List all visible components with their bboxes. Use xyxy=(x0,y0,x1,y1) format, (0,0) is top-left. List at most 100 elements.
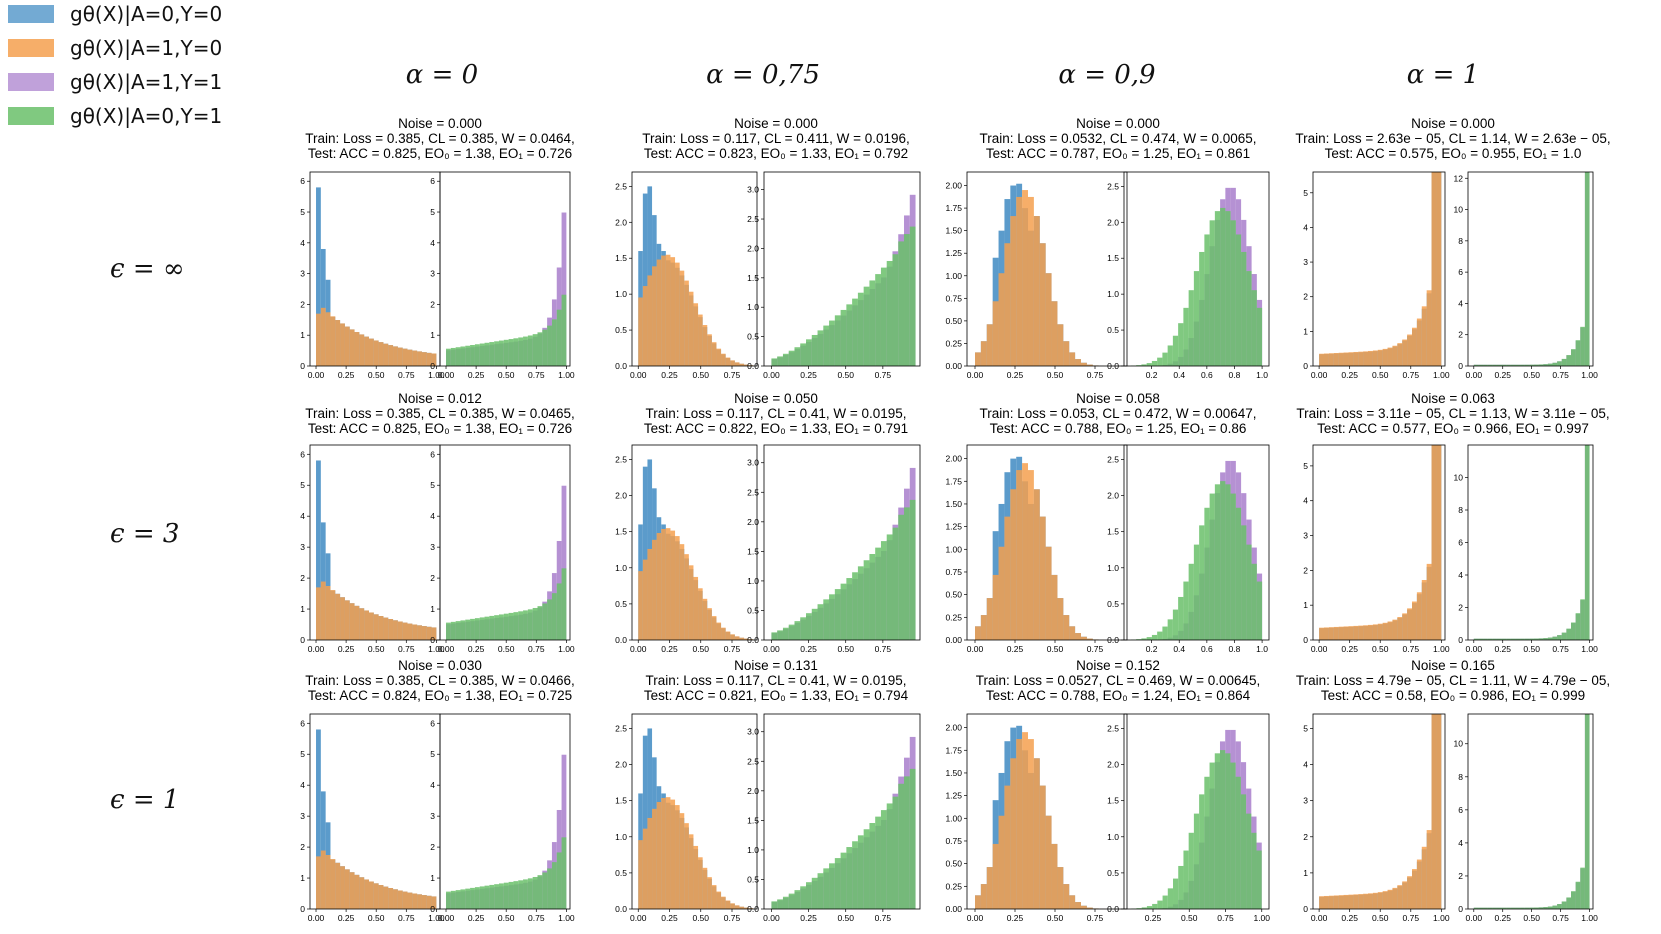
bar-orange xyxy=(1353,894,1359,909)
x-tick-label: 0.75 xyxy=(528,913,545,923)
bar-green xyxy=(1496,638,1502,640)
y-tick-label: 1.25 xyxy=(945,248,962,258)
bar-orange xyxy=(407,349,413,366)
y-tick-label: 8 xyxy=(1458,772,1463,782)
bar-green xyxy=(829,320,835,366)
x-tick-label: 1.00 xyxy=(1433,644,1450,654)
y-tick-label: 1.25 xyxy=(945,522,962,532)
bar-green xyxy=(537,332,543,366)
bar-orange xyxy=(744,364,749,366)
y-tick-label: 1 xyxy=(300,604,305,614)
bar-orange xyxy=(383,343,389,366)
bar-orange xyxy=(986,324,993,366)
bar-orange xyxy=(1348,352,1354,366)
bar-orange xyxy=(652,266,657,366)
y-tick-label: 6 xyxy=(300,176,305,186)
y-tick-label: 8 xyxy=(1458,236,1463,246)
bar-orange xyxy=(647,817,653,909)
bar-green xyxy=(1547,637,1553,640)
subplot-title: Test: ACC = 0.788, EO₀ = 1.24, EO₁ = 0.8… xyxy=(986,688,1251,703)
bar-orange xyxy=(1033,216,1040,366)
bar-green xyxy=(1543,907,1548,909)
bar-green xyxy=(446,891,451,909)
x-tick-label: 1.0 xyxy=(1256,644,1268,654)
x-tick-label: 0.75 xyxy=(398,370,415,380)
y-tick-label: 0 xyxy=(1458,361,1463,371)
y-tick-label: 2.00 xyxy=(945,454,962,464)
y-tick-label: 6 xyxy=(1458,805,1463,815)
bar-green xyxy=(1230,493,1236,640)
bar-green xyxy=(518,337,524,366)
bar-green xyxy=(1162,895,1168,909)
bar-orange xyxy=(711,616,717,640)
y-tick-label: 2 xyxy=(300,299,305,309)
x-tick-label: 0.75 xyxy=(398,913,415,923)
bar-green xyxy=(1487,638,1493,640)
y-tick-label: 1.50 xyxy=(945,226,962,236)
bar-orange xyxy=(402,348,408,366)
bar-orange xyxy=(349,603,355,640)
bar-orange xyxy=(975,626,981,640)
x-tick-label: 0.25 xyxy=(468,370,485,380)
bar-green xyxy=(446,622,451,640)
y-tick-label: 6 xyxy=(430,176,435,186)
bar-orange xyxy=(397,347,403,366)
bar-green xyxy=(1492,364,1497,366)
bar-green xyxy=(1483,638,1488,640)
bar-green xyxy=(1136,639,1142,640)
bar-green xyxy=(1246,813,1252,909)
bar-green xyxy=(1209,493,1215,640)
bar-orange xyxy=(1368,893,1373,909)
y-tick-label: 3 xyxy=(1303,796,1308,806)
bar-green xyxy=(1580,599,1585,640)
y-tick-label: 2.5 xyxy=(615,454,627,464)
bar-orange xyxy=(1016,196,1023,366)
bar-green xyxy=(892,254,899,366)
bar-orange xyxy=(716,891,722,909)
bar-green xyxy=(1575,881,1581,909)
bar-orange xyxy=(412,350,418,366)
x-tick-label: 0.25 xyxy=(468,913,485,923)
y-tick-label: 1 xyxy=(1303,326,1308,336)
bar-green xyxy=(1483,364,1488,366)
bar-green xyxy=(1478,364,1484,366)
bar-green xyxy=(846,578,853,640)
axes-frame xyxy=(966,444,1128,641)
bar-green xyxy=(1543,638,1548,640)
bar-orange xyxy=(975,352,981,366)
x-tick-label: 0.50 xyxy=(1523,913,1540,923)
bar-orange xyxy=(698,314,703,366)
bar-orange xyxy=(1358,351,1364,366)
bar-orange xyxy=(1016,739,1023,909)
x-tick-label: 1.00 xyxy=(1581,370,1598,380)
bar-green xyxy=(542,329,548,366)
bar-green xyxy=(1204,234,1210,366)
subplot-title: Noise = 0.000 xyxy=(734,116,818,131)
y-tick-label: 2 xyxy=(1303,832,1308,842)
y-tick-label: 5 xyxy=(300,480,305,490)
bar-orange xyxy=(359,334,365,366)
bar-green xyxy=(1146,906,1153,909)
y-tick-label: 2 xyxy=(300,573,305,583)
y-tick-label: 1 xyxy=(300,873,305,883)
y-tick-label: 1.0 xyxy=(615,563,627,573)
y-tick-label: 2.00 xyxy=(945,723,962,733)
bar-orange xyxy=(1033,758,1040,909)
bar-green xyxy=(782,353,789,366)
bar-orange xyxy=(1338,895,1344,909)
y-tick-label: 4 xyxy=(430,511,435,521)
x-tick-label: 0.75 xyxy=(528,370,545,380)
y-tick-label: 2.5 xyxy=(747,487,759,497)
y-tick-label: 0.0 xyxy=(747,361,759,371)
bar-orange xyxy=(393,889,398,909)
subplot-title: Test: ACC = 0.822, EO₀ = 1.33, EO₁ = 0.7… xyxy=(644,421,908,436)
x-tick-label: 0.50 xyxy=(1372,644,1389,654)
bar-green xyxy=(1193,544,1200,640)
bar-orange xyxy=(688,565,694,640)
x-tick-label: 0.50 xyxy=(1047,913,1064,923)
bar-blue xyxy=(320,522,326,640)
bar-orange xyxy=(748,908,754,909)
